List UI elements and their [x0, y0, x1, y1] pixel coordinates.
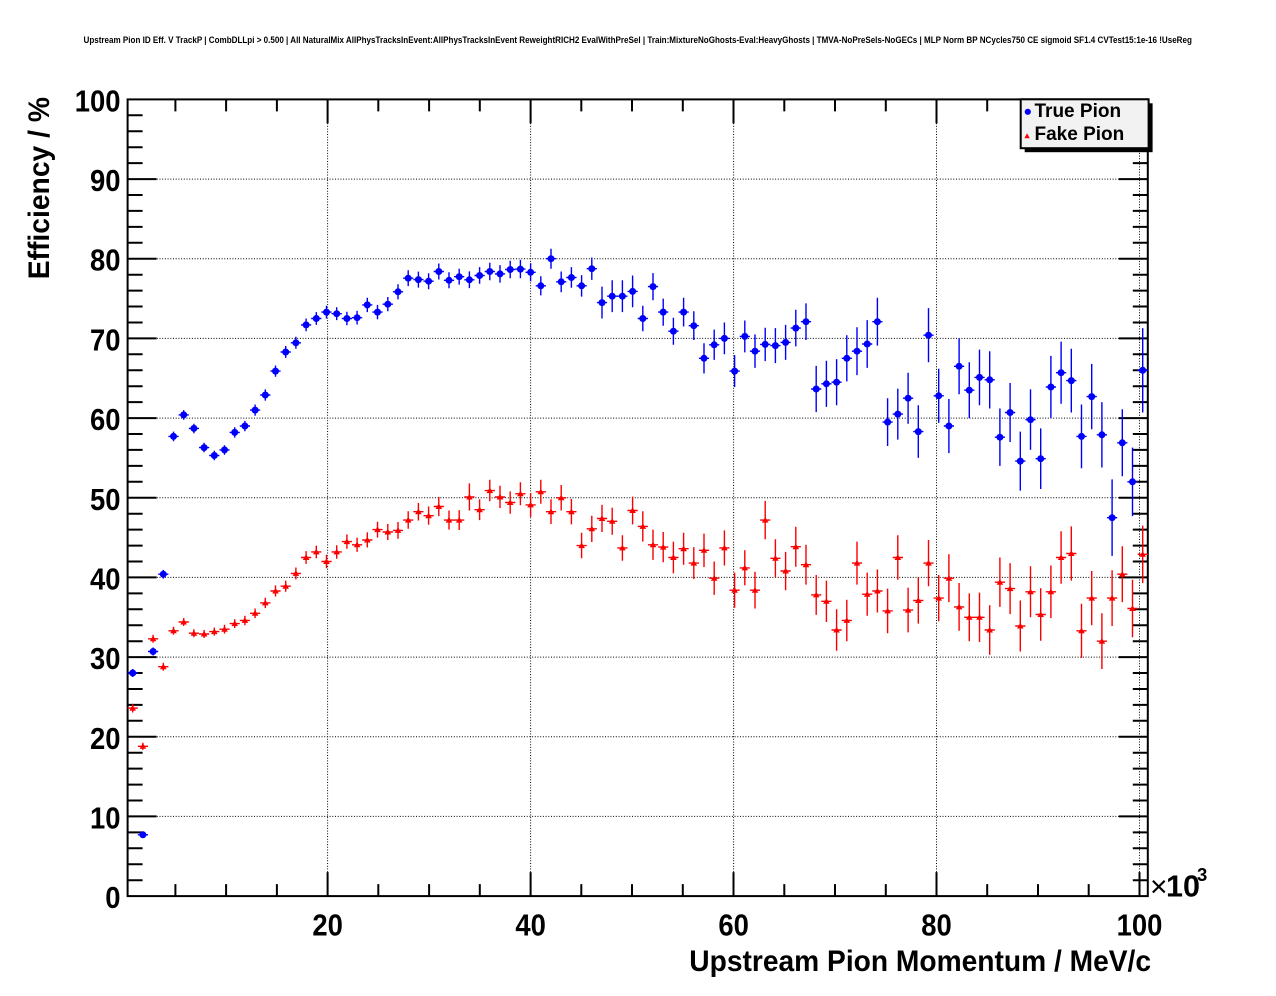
svg-text:100: 100	[1117, 909, 1163, 943]
svg-text:40: 40	[90, 563, 121, 597]
svg-text:Fake Pion: Fake Pion	[1035, 124, 1125, 145]
svg-text:90: 90	[90, 165, 121, 199]
svg-text:×: ×	[1150, 871, 1168, 904]
svg-text:Efficiency / %: Efficiency / %	[23, 97, 56, 279]
svg-text:0: 0	[105, 882, 120, 916]
svg-text:80: 80	[90, 244, 121, 278]
svg-text:10: 10	[1166, 870, 1200, 904]
svg-text:Upstream Pion ID Eff. V TrackP: Upstream Pion ID Eff. V TrackP | CombDLL…	[84, 34, 1192, 45]
svg-text:20: 20	[312, 909, 343, 943]
svg-text:80: 80	[921, 909, 952, 943]
svg-text:30: 30	[90, 643, 121, 677]
svg-text:100: 100	[75, 85, 121, 119]
svg-text:60: 60	[90, 404, 121, 438]
svg-text:10: 10	[90, 802, 121, 836]
svg-text:Upstream Pion Momentum / MeV/c: Upstream Pion Momentum / MeV/c	[689, 945, 1151, 978]
svg-text:60: 60	[718, 909, 749, 943]
svg-text:70: 70	[90, 324, 121, 358]
svg-text:40: 40	[515, 909, 546, 943]
svg-text:50: 50	[90, 483, 121, 517]
svg-text:True Pion: True Pion	[1035, 101, 1122, 122]
svg-text:3: 3	[1197, 864, 1207, 885]
svg-text:20: 20	[90, 722, 121, 756]
